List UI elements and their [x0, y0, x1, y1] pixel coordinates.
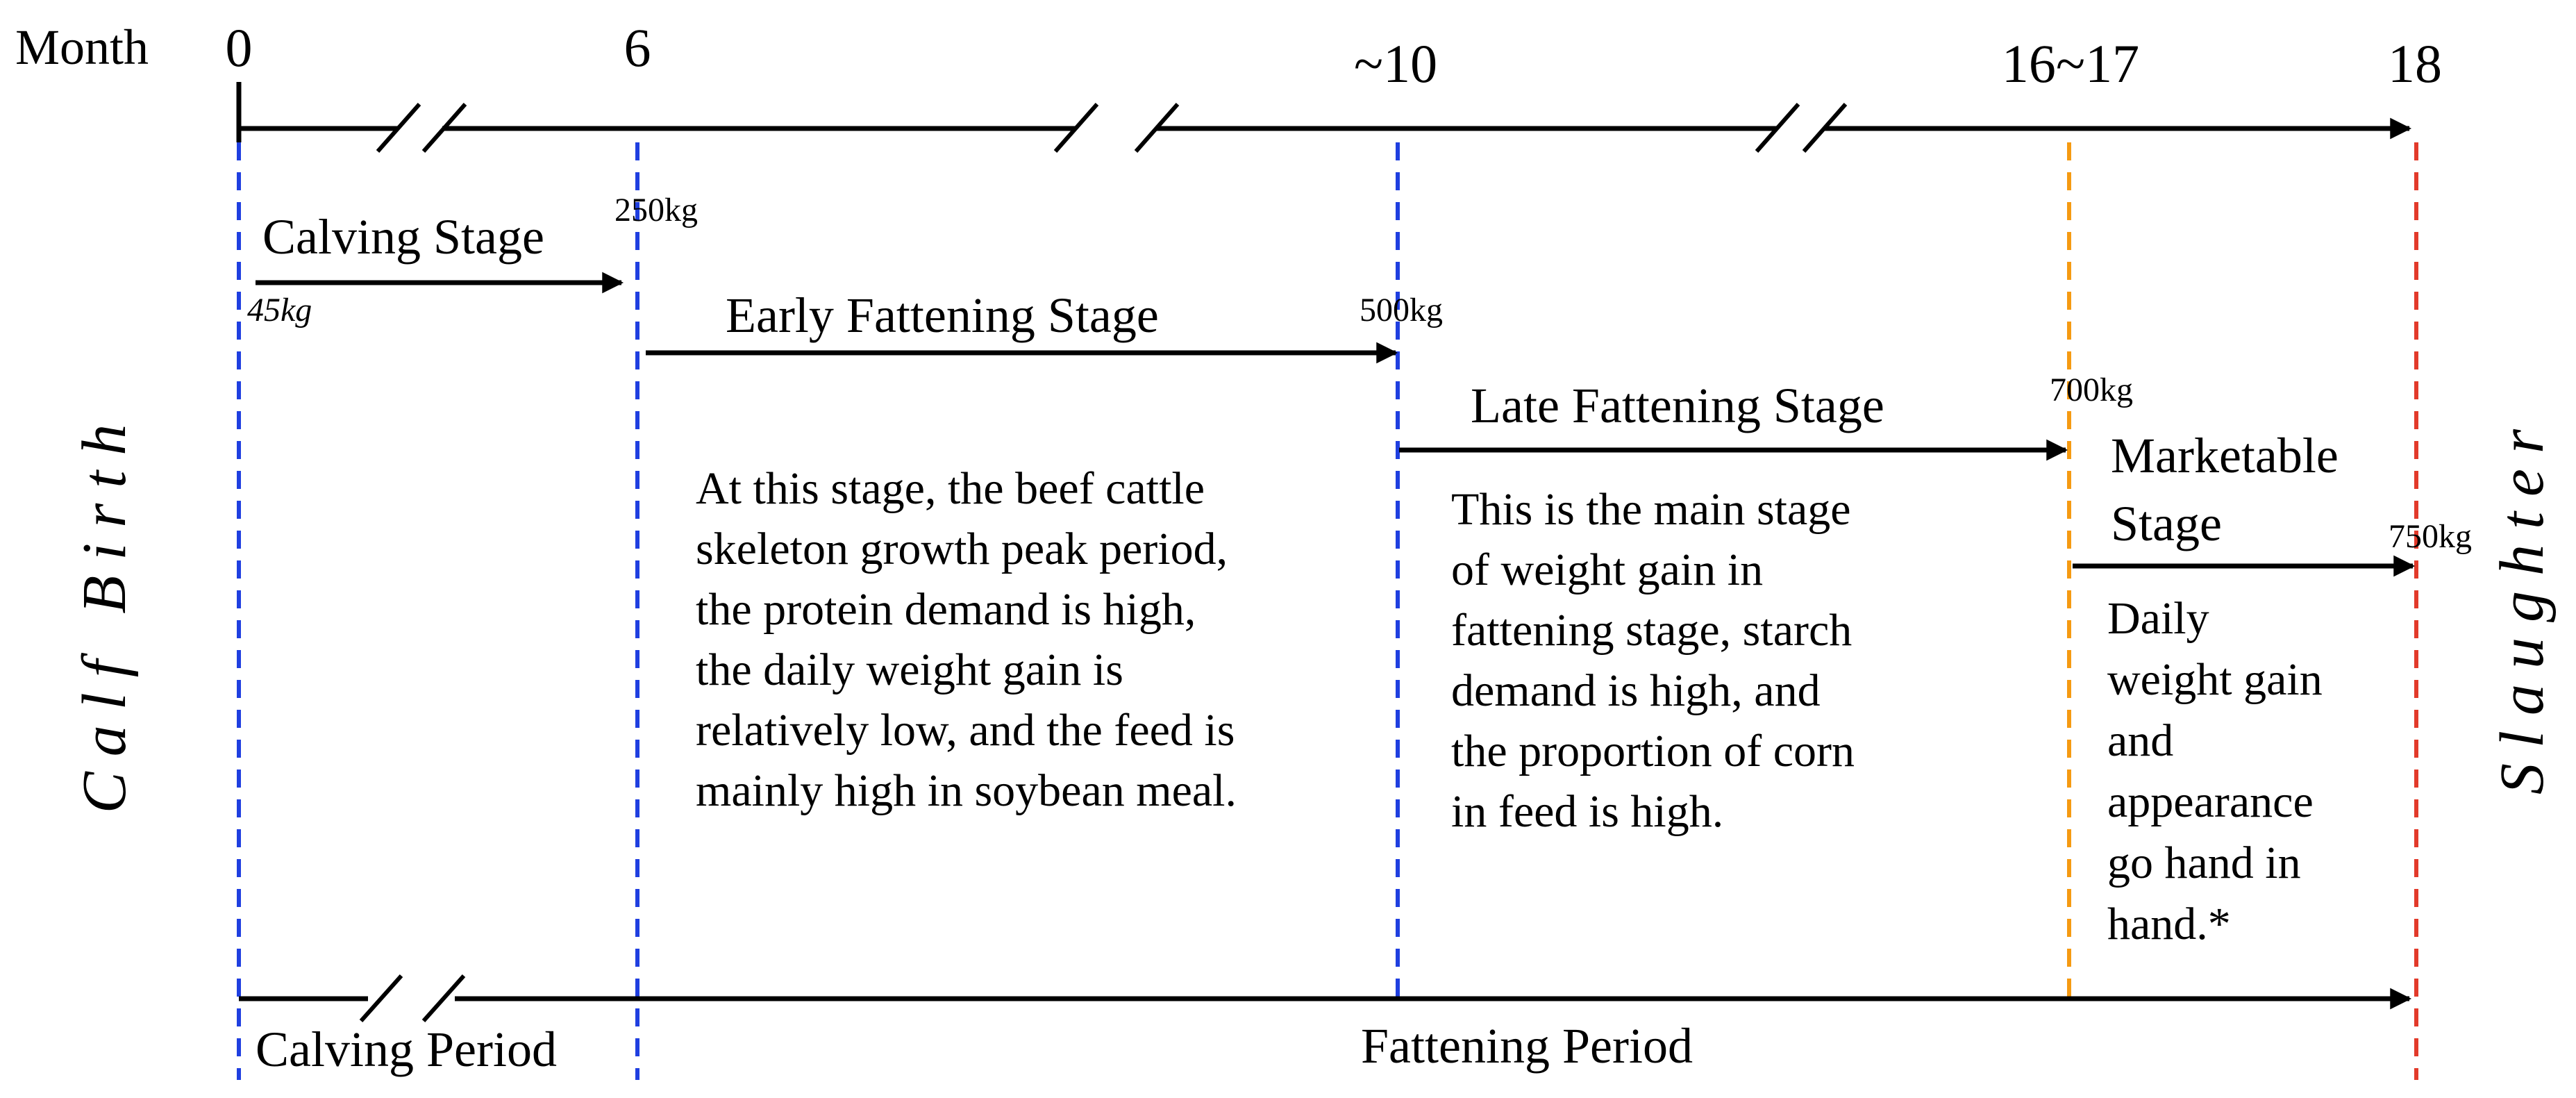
early-description-line: the daily weight gain is — [696, 644, 1123, 695]
early-description-line: At this stage, the beef cattle — [696, 463, 1205, 514]
axis-break-mark — [359, 974, 403, 1022]
early-description-line: mainly high in soybean meal. — [696, 765, 1237, 816]
period-axis-break-marks — [359, 974, 466, 1022]
marketable-description: Daily weight gain and appearance go hand… — [2107, 593, 2323, 949]
axis-break-mark — [421, 974, 466, 1022]
late-description-line: the proportion of corn — [1451, 726, 1855, 776]
early-fattening-end-weight: 500kg — [1360, 292, 1443, 328]
marketable-stage-label-line-1: Marketable — [2111, 428, 2339, 483]
axis-break-mark — [376, 103, 421, 153]
marketable-description-line: Daily — [2107, 593, 2209, 644]
late-fattening-description: This is the main stage of weight gain in… — [1451, 484, 1855, 837]
early-description-line: relatively low, and the feed is — [696, 705, 1235, 756]
late-fattening-stage-label: Late Fattening Stage — [1471, 378, 1884, 433]
marketable-description-line: and — [2107, 715, 2173, 766]
marketable-description-line: weight gain — [2107, 654, 2323, 705]
marketable-description-line: appearance — [2107, 776, 2314, 827]
tick-label-16-17: 16~17 — [2002, 33, 2139, 94]
axis-break-mark — [421, 103, 467, 153]
slaughter-label: Slaughter — [2488, 414, 2557, 795]
tick-label-18: 18 — [2388, 33, 2442, 94]
calf-birth-label: Calf Birth — [70, 409, 139, 814]
early-fattening-description: At this stage, the beef cattle skeleton … — [696, 463, 1237, 816]
marketable-end-weight: 750kg — [2389, 518, 2472, 555]
tick-label-0: 0 — [226, 17, 253, 78]
axis-break-marks — [376, 103, 1848, 153]
late-description-line: in feed is high. — [1451, 786, 1723, 837]
calving-period-label: Calving Period — [256, 1022, 557, 1077]
axis-break-mark — [1755, 103, 1800, 153]
fattening-period-label: Fattening Period — [1361, 1018, 1693, 1074]
late-description-line: fattening stage, starch — [1451, 605, 1852, 656]
marketable-stage-label-line-2: Stage — [2111, 496, 2222, 551]
late-description-line: This is the main stage — [1451, 484, 1851, 535]
calving-stage-label: Calving Stage — [262, 209, 544, 265]
axis-break-mark — [1802, 103, 1848, 153]
tick-label-10: ~10 — [1354, 33, 1437, 94]
late-description-line: demand is high, and — [1451, 665, 1821, 716]
axis-break-mark — [1053, 103, 1099, 153]
late-fattening-end-weight: 700kg — [2050, 372, 2133, 408]
marketable-description-line: go hand in — [2107, 838, 2301, 888]
marketable-description-line: hand.* — [2107, 899, 2231, 949]
top-time-axis — [236, 82, 2412, 142]
calving-end-weight: 250kg — [614, 192, 698, 228]
early-fattening-stage-label: Early Fattening Stage — [726, 288, 1159, 343]
calving-start-weight: 45kg — [247, 292, 312, 328]
month-axis-label: Month — [15, 19, 149, 75]
stage-boundaries — [237, 142, 2418, 1080]
early-description-line: skeleton growth peak period, — [696, 524, 1228, 574]
late-description-line: of weight gain in — [1451, 544, 1763, 595]
early-description-line: the protein demand is high, — [696, 584, 1196, 635]
axis-break-mark — [1134, 103, 1180, 153]
tick-label-6: 6 — [624, 17, 651, 78]
